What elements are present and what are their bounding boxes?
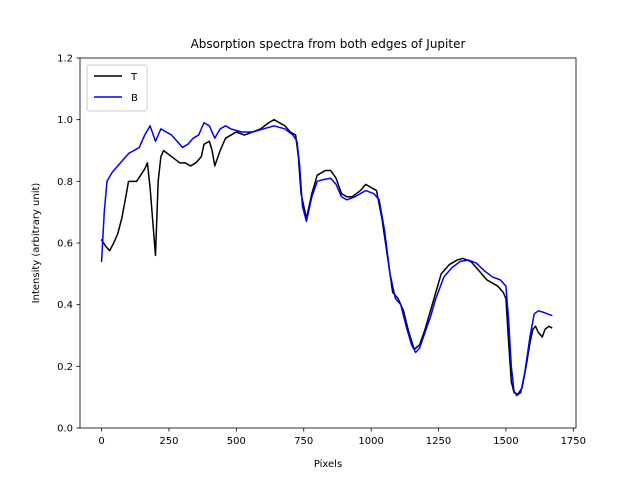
legend-box [86, 64, 148, 112]
y-tick-label: 1.2 [57, 54, 73, 65]
x-axis-label: Pixels [314, 459, 342, 470]
series-line-T [100, 118, 553, 395]
x-tick-label: 0 [98, 436, 104, 447]
y-tick-label: 0.0 [57, 424, 73, 435]
y-tick-label: 0.6 [57, 239, 73, 250]
y-axis: 0.0 0.2 0.4 0.6 0.8 1.0 1.2 [57, 54, 80, 435]
x-tick-label: 1000 [358, 436, 383, 447]
x-tick-label: 1750 [561, 436, 586, 447]
legend-label-T: T [130, 72, 138, 83]
x-tick-label: 1250 [426, 436, 451, 447]
y-tick-label: 0.4 [57, 300, 73, 311]
x-tick-label: 500 [227, 436, 246, 447]
legend: TB [86, 64, 148, 112]
y-tick-label: 0.8 [57, 177, 73, 188]
plot-area [80, 58, 576, 428]
series-line-B [100, 122, 553, 397]
x-tick-label: 1500 [493, 436, 518, 447]
x-tick-label: 250 [159, 436, 178, 447]
y-axis-label: Intensity (arbitrary unit) [31, 183, 42, 304]
chart-title: Absorption spectra from both edges of Ju… [191, 37, 466, 51]
plot-frame [79, 57, 577, 429]
x-tick-label: 750 [294, 436, 313, 447]
series-layer [100, 118, 553, 397]
legend-label-B: B [131, 93, 138, 104]
y-tick-label: 1.0 [57, 115, 73, 126]
x-axis: 0 250 500 750 1000 1250 1500 1750 [98, 428, 586, 447]
y-tick-label: 0.2 [57, 362, 73, 373]
